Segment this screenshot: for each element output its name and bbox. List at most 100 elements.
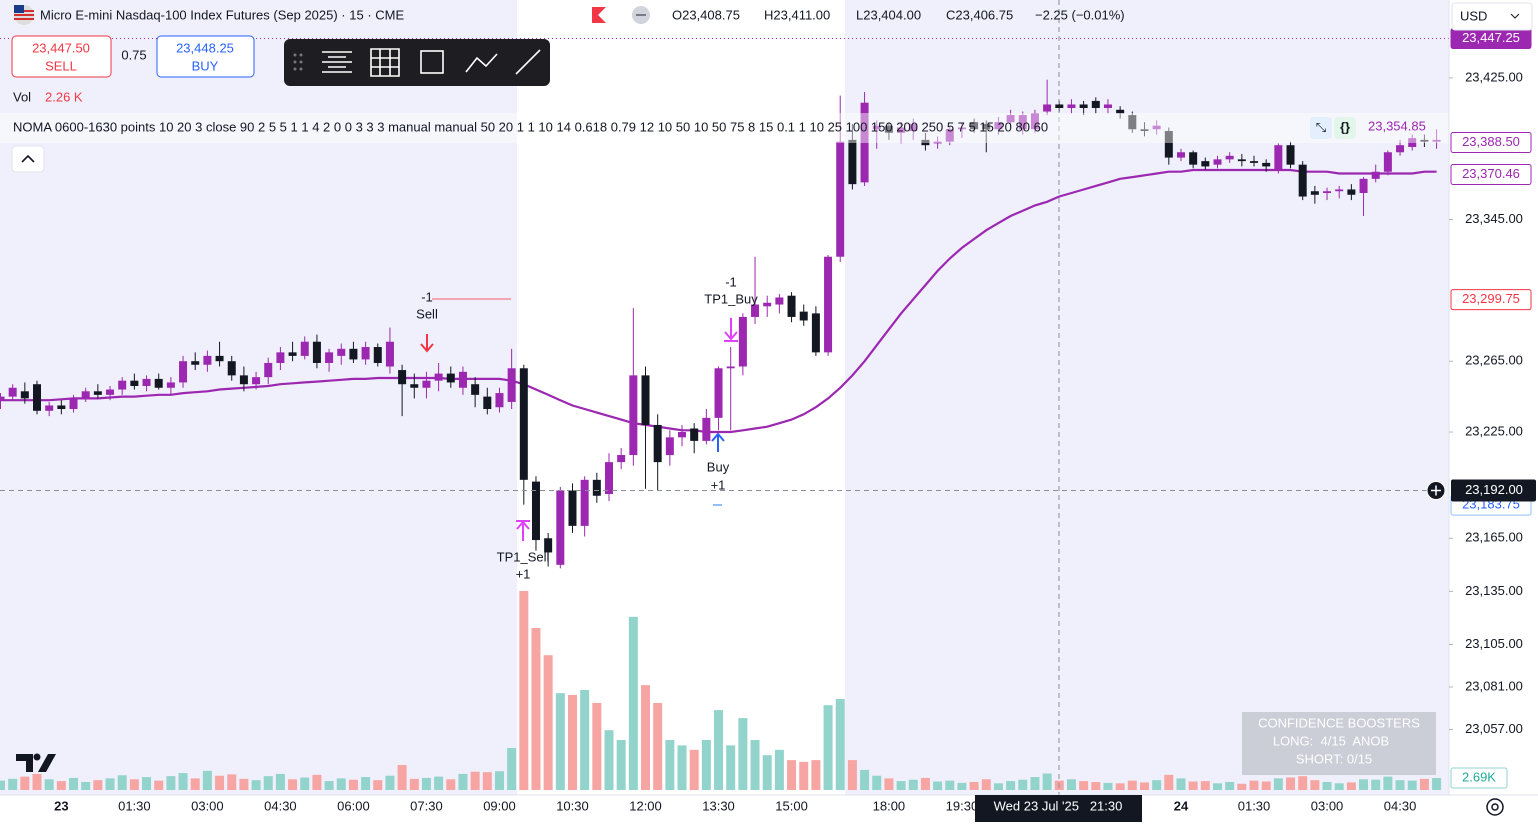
volume-bar (1249, 780, 1259, 790)
drag-handle[interactable] (293, 53, 303, 71)
volume-bar (835, 698, 845, 790)
volume-bar (543, 655, 553, 790)
sell-button[interactable] (11, 35, 112, 78)
candle-body (373, 347, 382, 363)
candle-body (1298, 164, 1307, 197)
volume-bar (263, 776, 273, 790)
volume-bar (336, 778, 346, 790)
candle-body (519, 368, 528, 480)
volume-bar (129, 779, 139, 790)
candle-body (738, 316, 747, 367)
flag-icon (14, 5, 24, 13)
volume-bar (1432, 777, 1442, 790)
tool-line[interactable] (515, 49, 541, 75)
confidence-title: CONFIDENCE BOOSTERS (1258, 715, 1420, 730)
sell-label: SELL (45, 58, 77, 73)
candle-body (458, 371, 467, 388)
ma-layer (0, 38, 1449, 434)
volume-bar (677, 745, 687, 790)
symbol-title[interactable]: Micro E-mini Nasdaq-100 Index Futures (S… (40, 7, 404, 22)
candle-body (690, 428, 699, 441)
candle-body (1310, 191, 1319, 195)
volume-bar (787, 760, 797, 790)
indicator-text: NOMA 0600-1630 points 10 20 3 close 90 2… (13, 119, 1048, 134)
icon: ⤡ (1316, 119, 1327, 134)
volume-bar (1407, 780, 1417, 790)
x-tick-label: 07:30 (410, 798, 443, 813)
volume-bar (1030, 777, 1040, 790)
annotation: -1 (725, 274, 737, 289)
volume-bar (1213, 783, 1222, 790)
tool-polyline[interactable] (465, 53, 498, 73)
buy-button[interactable] (156, 35, 255, 78)
volume-bar (969, 781, 979, 790)
annotation: TP1_Sell (497, 549, 550, 564)
annotation: +1 (516, 566, 531, 581)
tool-rect[interactable] (420, 50, 444, 74)
x-tick-label: 19:30 (946, 798, 979, 813)
volume-label-box (1450, 767, 1508, 789)
icon[interactable] (1334, 117, 1356, 139)
candle-body (349, 348, 358, 360)
candle-body (909, 123, 918, 132)
annotation: Sell (416, 306, 438, 321)
candle-body (507, 368, 516, 402)
candle-body (678, 432, 687, 438)
annotation: Buy (707, 459, 730, 474)
y-tick-label: 23,225.00 (1465, 423, 1523, 438)
x-tick-label: 04:30 (1384, 798, 1417, 813)
volume-bar (860, 769, 870, 790)
volume-bar (811, 760, 821, 790)
candle-body (0, 396, 5, 401)
candle-body (93, 391, 102, 395)
currency-select[interactable] (1451, 2, 1533, 31)
candle-body (957, 127, 966, 130)
volume-bar (726, 745, 736, 790)
x-tick-label: 13:30 (702, 798, 735, 813)
candle-body (1030, 113, 1039, 130)
vol-value: 2.26 K (45, 89, 83, 104)
candle-body (665, 437, 674, 456)
confidence-long: LONG: 4/15 ANOB (1273, 733, 1389, 748)
volume-bar (823, 705, 833, 790)
crosshair-time: Wed 23 Jul '25 21:30 (994, 798, 1123, 813)
collapse-button[interactable] (11, 145, 45, 173)
volume-bar (56, 781, 66, 790)
volume-bar (580, 690, 590, 790)
candle-body (1116, 109, 1125, 114)
buy-price: 23,448.25 (176, 40, 234, 55)
price-axis (1449, 0, 1538, 795)
axis-layer: 23,425.00 23,345.00 23,265.00 23,225.00 23,1… (54, 28, 1536, 822)
volume-bar (1237, 783, 1247, 790)
candle-body (1323, 191, 1332, 193)
candle-body (1152, 125, 1161, 130)
volume-bar (69, 777, 79, 790)
sell-price: 23,447.50 (32, 40, 90, 55)
volume-bar (592, 702, 602, 790)
volume-bar (93, 780, 103, 790)
candle-body (994, 122, 1003, 130)
volume-bar (312, 774, 322, 790)
tool-grid[interactable] (370, 48, 400, 77)
candle-body (154, 378, 163, 388)
candle-body (848, 139, 857, 185)
volume-bar (239, 778, 249, 790)
x-tick-label: 03:00 (191, 798, 224, 813)
volume-bar (933, 781, 943, 790)
volume-bar (1395, 780, 1405, 790)
candle-body (8, 387, 17, 397)
candle-body (166, 382, 175, 388)
settings-icon[interactable] (1486, 798, 1504, 816)
candle-body (702, 417, 711, 441)
dropdown-icon (1510, 13, 1520, 19)
candle-body (641, 375, 650, 425)
volume-bar (166, 776, 176, 790)
price-label-box (1450, 289, 1532, 311)
tool-lines[interactable] (322, 51, 352, 73)
x-tick-label: 23 (54, 798, 68, 813)
y-tick-label: 23,265.00 (1465, 353, 1523, 368)
candle-body (629, 375, 638, 456)
icon[interactable] (1310, 117, 1332, 139)
candle-body (142, 378, 151, 386)
